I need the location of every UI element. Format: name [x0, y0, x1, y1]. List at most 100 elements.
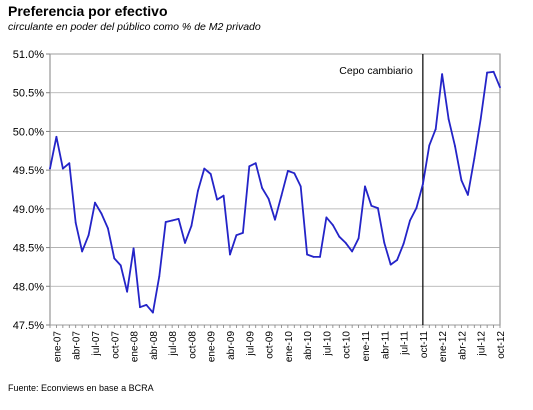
data-point: [479, 118, 482, 120]
data-point: [376, 207, 379, 209]
x-tick-label: ene-12: [438, 331, 449, 363]
data-point: [235, 234, 238, 237]
y-tick-label: 50.0%: [13, 126, 44, 138]
x-tick-label: ene-09: [207, 331, 218, 363]
data-point: [132, 247, 135, 250]
x-tick-label: jul-07: [91, 331, 102, 357]
data-point: [126, 290, 129, 293]
data-point: [447, 118, 450, 120]
data-point: [190, 224, 193, 227]
x-tick-label: jul-12: [477, 331, 488, 357]
data-point: [171, 219, 174, 222]
data-point: [293, 172, 296, 175]
data-point: [486, 71, 489, 74]
x-tick-label: jul-09: [245, 331, 256, 357]
data-point: [145, 303, 148, 306]
data-point: [74, 221, 77, 224]
data-point: [113, 257, 116, 260]
data-point: [49, 167, 51, 170]
chart-title: Preferencia por efectivo: [8, 3, 168, 19]
source-note: Fuente: Econviews en base a BCRA: [8, 383, 154, 393]
data-point: [94, 201, 96, 204]
x-tick-label: ene-11: [361, 331, 372, 362]
x-tick-label: oct-11: [419, 331, 430, 358]
data-point: [151, 311, 154, 314]
y-tick-label: 48.5%: [13, 243, 44, 255]
data-point: [492, 70, 495, 73]
data-point: [331, 224, 334, 227]
data-point: [261, 187, 264, 189]
y-tick-label: 49.5%: [13, 165, 44, 177]
data-point: [364, 185, 366, 188]
y-tick-label: 48.0%: [13, 281, 44, 293]
data-point: [216, 198, 219, 201]
x-tick-label: oct-12: [496, 331, 507, 359]
data-point: [209, 173, 212, 175]
data-point: [158, 275, 161, 278]
x-tick-label: abr-08: [149, 331, 160, 360]
data-point: [119, 264, 122, 267]
data-point: [460, 179, 463, 182]
data-point: [254, 162, 257, 165]
data-point: [357, 237, 360, 240]
data-point: [319, 255, 321, 258]
data-point: [177, 218, 180, 220]
data-point: [100, 212, 103, 215]
x-tick-label: oct-10: [342, 331, 353, 359]
data-point: [351, 250, 354, 253]
data-point: [274, 218, 276, 221]
data-point: [421, 183, 424, 185]
x-tick-label: abr-09: [226, 331, 237, 360]
data-point: [87, 234, 90, 237]
x-tick-label: abr-11: [380, 331, 391, 360]
y-tick-label: 47.5%: [13, 320, 44, 332]
x-tick-label: abr-10: [303, 331, 314, 360]
data-point: [370, 204, 373, 207]
data-point: [499, 86, 501, 89]
data-point: [139, 306, 141, 309]
data-point: [164, 221, 167, 223]
data-point: [68, 162, 71, 165]
plot-area-frame: [49, 53, 501, 326]
x-tick-label: ene-07: [52, 331, 63, 363]
data-point: [402, 242, 405, 245]
cepo-cambiario-label: Cepo cambiario: [339, 65, 413, 77]
data-point: [267, 197, 270, 200]
data-point: [344, 242, 347, 244]
data-point: [434, 128, 437, 131]
data-point: [325, 216, 328, 219]
data-point: [428, 144, 431, 147]
x-tick-label: ene-08: [130, 331, 141, 363]
data-point: [409, 219, 411, 222]
data-point: [61, 167, 64, 170]
data-point: [466, 194, 469, 196]
data-point: [229, 253, 231, 256]
data-point: [441, 73, 444, 76]
data-point: [241, 231, 244, 234]
data-point: [389, 263, 392, 266]
data-point: [222, 194, 225, 197]
x-tick-label: oct-07: [110, 331, 121, 359]
data-point: [203, 167, 206, 170]
x-tick-label: ene-10: [284, 331, 295, 363]
chart-subtitle: circulante en poder del público como % d…: [8, 21, 261, 33]
y-tick-label: 49.0%: [13, 204, 44, 216]
data-point: [280, 194, 283, 197]
data-point: [306, 253, 309, 256]
data-point: [415, 207, 418, 209]
data-point: [299, 185, 302, 188]
data-point: [454, 145, 456, 148]
y-tick-label: 50.5%: [13, 88, 44, 100]
x-tick-label: oct-09: [265, 331, 276, 359]
data-point: [248, 165, 251, 168]
series-line: [49, 70, 501, 314]
data-point: [81, 250, 84, 253]
x-tick-label: jul-10: [322, 331, 333, 357]
x-tick-label: jul-11: [400, 331, 411, 356]
data-point: [184, 242, 186, 244]
data-point: [312, 255, 315, 258]
x-tick-label: oct-08: [187, 331, 198, 359]
data-point: [396, 259, 399, 261]
data-point: [383, 242, 386, 244]
